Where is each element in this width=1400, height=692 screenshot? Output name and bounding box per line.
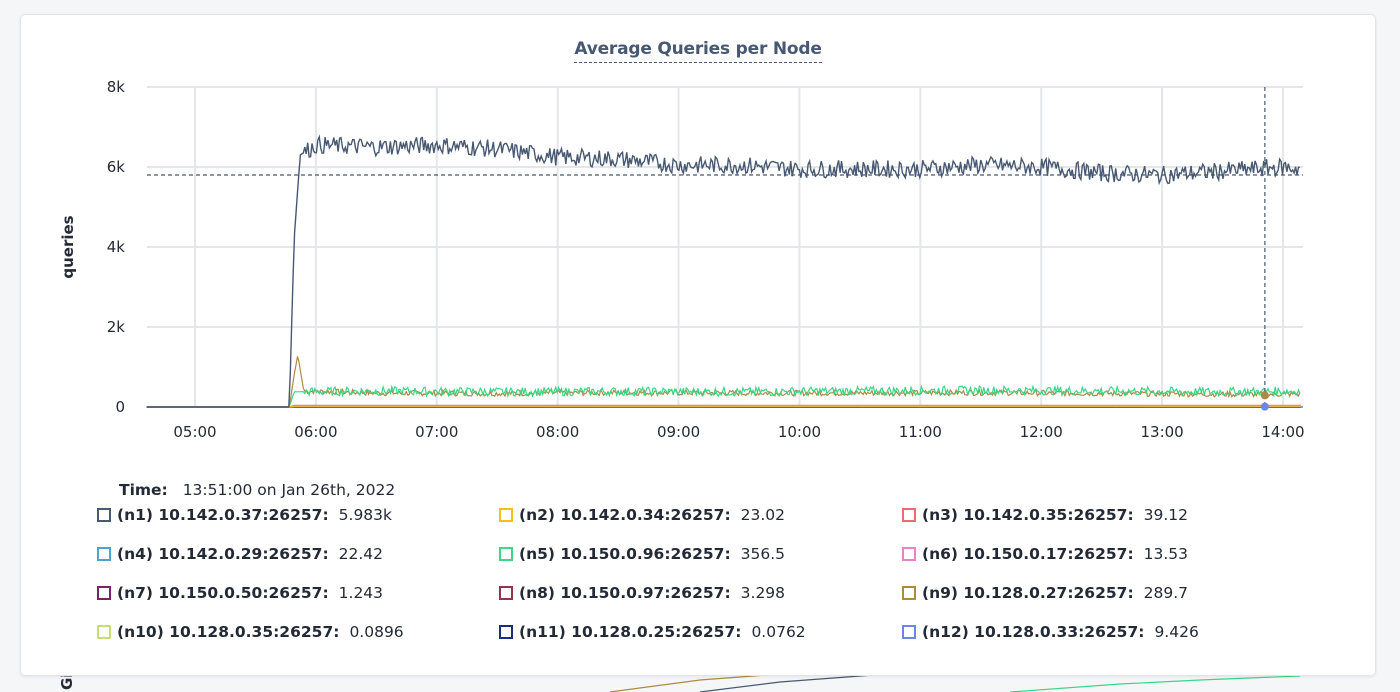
legend-swatch xyxy=(902,625,916,639)
x-tick-label: 12:00 xyxy=(1020,423,1063,441)
legend-series-value: 39.12 xyxy=(1143,506,1189,524)
y-tick-label: 2k xyxy=(107,318,126,336)
legend-series-value: 22.42 xyxy=(338,545,384,563)
legend-item[interactable]: (n12) 10.128.0.33:26257: 9.426 xyxy=(902,621,1199,643)
x-tick-label: 06:00 xyxy=(294,423,337,441)
hover-cursor xyxy=(1260,87,1269,411)
legend-swatch xyxy=(499,586,513,600)
legend-series-value: 13.53 xyxy=(1143,545,1189,563)
legend-series-value: 3.298 xyxy=(740,584,786,602)
legend-series-value: 5.983k xyxy=(338,506,393,524)
legend-item[interactable]: (n10) 10.128.0.35:26257: 0.0896 xyxy=(97,621,404,643)
legend-item[interactable]: (n9) 10.128.0.27:26257: 289.7 xyxy=(902,582,1188,604)
x-tick-label: 09:00 xyxy=(657,423,700,441)
legend-swatch xyxy=(902,508,916,522)
y-tick-label: 4k xyxy=(107,238,126,256)
x-tick-label: 11:00 xyxy=(899,423,942,441)
legend-series-name: (n6) 10.150.0.17:26257: xyxy=(922,545,1134,563)
legend-item[interactable]: (n11) 10.128.0.25:26257: 0.0762 xyxy=(499,621,806,643)
legend-series-name: (n11) 10.128.0.25:26257: xyxy=(519,623,742,641)
grid-lines xyxy=(147,86,1303,408)
legend-swatch xyxy=(97,625,111,639)
legend-swatch xyxy=(97,547,111,561)
legend-time-label: Time: xyxy=(119,481,168,499)
legend-series-name: (n1) 10.142.0.37:26257: xyxy=(117,506,329,524)
legend-swatch xyxy=(499,625,513,639)
line-chart[interactable]: 0 2k 4k 6k 8k 05:00 06:00 07:00 08:00 09:00 10:00 1… xyxy=(21,15,1375,455)
legend-series-name: (n8) 10.150.0.97:26257: xyxy=(519,584,731,602)
legend-item[interactable]: (n8) 10.150.0.97:26257: 3.298 xyxy=(499,582,785,604)
legend-swatch xyxy=(499,508,513,522)
legend-item[interactable]: (n5) 10.150.0.96:26257: 356.5 xyxy=(499,543,785,565)
legend-series-value: 0.0896 xyxy=(349,623,404,641)
legend-series-name: (n4) 10.142.0.29:26257: xyxy=(117,545,329,563)
x-tick-label: 07:00 xyxy=(415,423,458,441)
x-tick-label: 10:00 xyxy=(778,423,821,441)
hover-point xyxy=(1260,402,1269,411)
legend-swatch xyxy=(902,547,916,561)
legend-series-value: 356.5 xyxy=(740,545,786,563)
x-tick-label: 08:00 xyxy=(536,423,579,441)
x-tick-label: 13:00 xyxy=(1140,423,1183,441)
series-line xyxy=(146,356,1301,408)
x-tick-label: 14:00 xyxy=(1261,423,1304,441)
y-tick-label: 8k xyxy=(107,78,126,96)
y-tick-label: 0 xyxy=(115,398,125,416)
chart-title[interactable]: Average Queries per Node xyxy=(21,39,1375,63)
y-axis-label: queries xyxy=(59,215,77,278)
legend-series-name: (n12) 10.128.0.33:26257: xyxy=(922,623,1145,641)
legend-item[interactable]: (n1) 10.142.0.37:26257: 5.983k xyxy=(97,504,392,526)
legend-time: Time: 13:51:00 on Jan 26th, 2022 xyxy=(119,481,395,499)
series-lines xyxy=(146,134,1302,408)
x-tick-label: 05:00 xyxy=(173,423,216,441)
legend-series-value: 1.243 xyxy=(338,584,384,602)
series-line xyxy=(146,134,1300,408)
legend-series-name: (n5) 10.150.0.96:26257: xyxy=(519,545,731,563)
legend-swatch xyxy=(97,586,111,600)
background-series-line xyxy=(699,672,901,692)
legend-series-value: 9.426 xyxy=(1154,623,1199,641)
series-line xyxy=(146,384,1301,408)
legend-series-name: (n7) 10.150.0.50:26257: xyxy=(117,584,329,602)
hover-point xyxy=(1260,391,1269,400)
background-series-line xyxy=(1009,675,1301,692)
axes: 0 2k 4k 6k 8k 05:00 06:00 07:00 08:00 09:00 10:00 1… xyxy=(107,78,1305,441)
chart-card: Average Queries per Node 0 2k 4k 6k 8k 05:00 0… xyxy=(20,14,1376,676)
legend-series-name: (n9) 10.128.0.27:26257: xyxy=(922,584,1134,602)
legend-item[interactable]: (n6) 10.150.0.17:26257: 13.53 xyxy=(902,543,1188,565)
legend-swatch xyxy=(902,586,916,600)
legend-swatch xyxy=(499,547,513,561)
legend-item[interactable]: (n4) 10.142.0.29:26257: 22.42 xyxy=(97,543,383,565)
legend-series-value: 289.7 xyxy=(1143,584,1189,602)
legend-series-value: 23.02 xyxy=(740,506,786,524)
legend-item[interactable]: (n2) 10.142.0.34:26257: 23.02 xyxy=(499,504,785,526)
legend-swatch xyxy=(97,508,111,522)
legend-item[interactable]: (n7) 10.150.0.50:26257: 1.243 xyxy=(97,582,383,604)
legend-series-name: (n3) 10.142.0.35:26257: xyxy=(922,506,1134,524)
legend-item[interactable]: (n3) 10.142.0.35:26257: 39.12 xyxy=(902,504,1188,526)
legend-series-value: 0.0762 xyxy=(751,623,806,641)
background-chart-ylabel: Gi xyxy=(58,673,76,690)
legend-time-value: 13:51:00 on Jan 26th, 2022 xyxy=(182,481,396,499)
y-tick-label: 6k xyxy=(107,158,126,176)
legend-series-name: (n2) 10.142.0.34:26257: xyxy=(519,506,731,524)
background-series-line xyxy=(609,673,781,692)
legend-series-name: (n10) 10.128.0.35:26257: xyxy=(117,623,340,641)
